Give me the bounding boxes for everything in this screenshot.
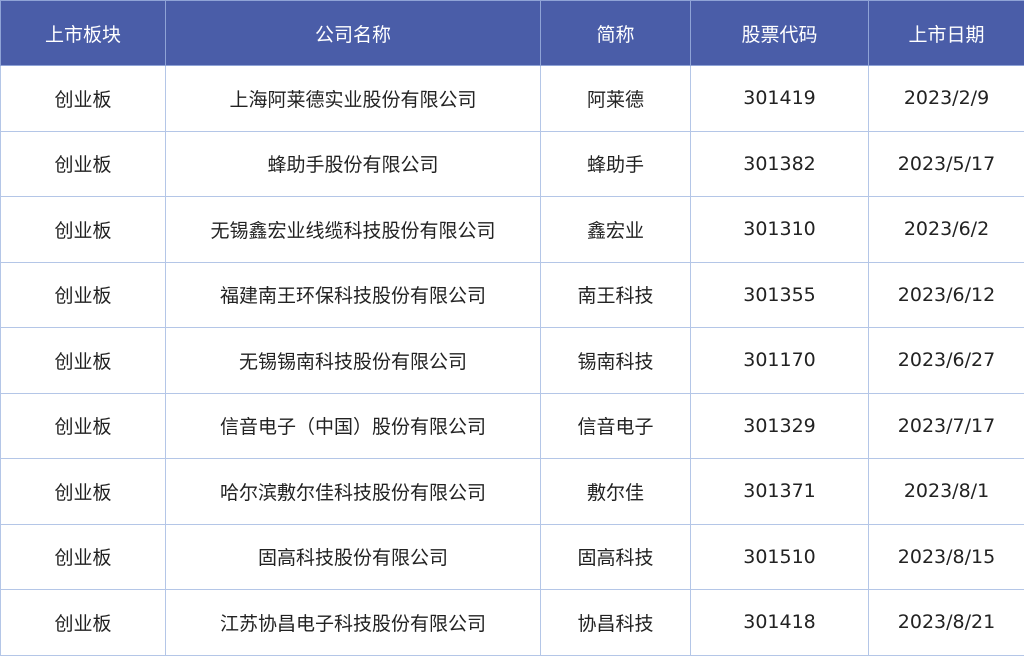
cell-listing-date: 2023/6/27 xyxy=(868,327,1024,394)
table-row: 创业板 福建南王环保科技股份有限公司 南王科技 301355 2023/6/12 xyxy=(0,261,1024,328)
cell-short-name: 信音电子 xyxy=(540,392,691,459)
cell-stock-code: 301510 xyxy=(690,523,869,590)
table-row: 创业板 蜂助手股份有限公司 蜂助手 301382 2023/5/17 xyxy=(0,130,1024,197)
cell-stock-code: 301382 xyxy=(690,130,869,197)
cell-short-name: 阿莱德 xyxy=(540,65,691,132)
cell-listing-date: 2023/8/1 xyxy=(868,458,1024,525)
cell-company-name: 哈尔滨敷尔佳科技股份有限公司 xyxy=(165,458,541,525)
cell-short-name: 鑫宏业 xyxy=(540,196,691,263)
cell-company-name: 蜂助手股份有限公司 xyxy=(165,130,541,197)
cell-short-name: 蜂助手 xyxy=(540,130,691,197)
cell-listing-date: 2023/5/17 xyxy=(868,130,1024,197)
cell-stock-code: 301418 xyxy=(690,589,869,656)
column-header-board: 上市板块 xyxy=(0,0,166,66)
cell-stock-code: 301419 xyxy=(690,65,869,132)
cell-listing-date: 2023/2/9 xyxy=(868,65,1024,132)
cell-board: 创业板 xyxy=(0,392,166,459)
cell-company-name: 无锡鑫宏业线缆科技股份有限公司 xyxy=(165,196,541,263)
table-row: 创业板 江苏协昌电子科技股份有限公司 协昌科技 301418 2023/8/21 xyxy=(0,589,1024,656)
cell-board: 创业板 xyxy=(0,589,166,656)
column-header-short-name: 简称 xyxy=(540,0,691,66)
cell-company-name: 江苏协昌电子科技股份有限公司 xyxy=(165,589,541,656)
cell-board: 创业板 xyxy=(0,523,166,590)
cell-company-name: 上海阿莱德实业股份有限公司 xyxy=(165,65,541,132)
cell-stock-code: 301371 xyxy=(690,458,869,525)
cell-board: 创业板 xyxy=(0,327,166,394)
column-header-company-name: 公司名称 xyxy=(165,0,541,66)
cell-stock-code: 301310 xyxy=(690,196,869,263)
cell-company-name: 无锡锡南科技股份有限公司 xyxy=(165,327,541,394)
cell-listing-date: 2023/8/21 xyxy=(868,589,1024,656)
column-header-listing-date: 上市日期 xyxy=(868,0,1024,66)
table-row: 创业板 信音电子（中国）股份有限公司 信音电子 301329 2023/7/17 xyxy=(0,392,1024,459)
cell-company-name: 固高科技股份有限公司 xyxy=(165,523,541,590)
cell-short-name: 敷尔佳 xyxy=(540,458,691,525)
table-row: 创业板 哈尔滨敷尔佳科技股份有限公司 敷尔佳 301371 2023/8/1 xyxy=(0,458,1024,525)
cell-listing-date: 2023/6/12 xyxy=(868,261,1024,328)
cell-board: 创业板 xyxy=(0,196,166,263)
header-row: 上市板块 公司名称 简称 股票代码 上市日期 xyxy=(0,0,1024,66)
cell-stock-code: 301355 xyxy=(690,261,869,328)
cell-short-name: 固高科技 xyxy=(540,523,691,590)
cell-listing-date: 2023/8/15 xyxy=(868,523,1024,590)
cell-board: 创业板 xyxy=(0,65,166,132)
cell-company-name: 信音电子（中国）股份有限公司 xyxy=(165,392,541,459)
cell-board: 创业板 xyxy=(0,130,166,197)
table-row: 创业板 上海阿莱德实业股份有限公司 阿莱德 301419 2023/2/9 xyxy=(0,65,1024,132)
cell-listing-date: 2023/6/2 xyxy=(868,196,1024,263)
column-header-stock-code: 股票代码 xyxy=(690,0,869,66)
cell-company-name: 福建南王环保科技股份有限公司 xyxy=(165,261,541,328)
cell-short-name: 南王科技 xyxy=(540,261,691,328)
cell-short-name: 锡南科技 xyxy=(540,327,691,394)
cell-stock-code: 301329 xyxy=(690,392,869,459)
table-row: 创业板 无锡鑫宏业线缆科技股份有限公司 鑫宏业 301310 2023/6/2 xyxy=(0,196,1024,263)
cell-listing-date: 2023/7/17 xyxy=(868,392,1024,459)
cell-board: 创业板 xyxy=(0,261,166,328)
cell-board: 创业板 xyxy=(0,458,166,525)
cell-stock-code: 301170 xyxy=(690,327,869,394)
table-row: 创业板 无锡锡南科技股份有限公司 锡南科技 301170 2023/6/27 xyxy=(0,327,1024,394)
cell-short-name: 协昌科技 xyxy=(540,589,691,656)
table-row: 创业板 固高科技股份有限公司 固高科技 301510 2023/8/15 xyxy=(0,523,1024,590)
